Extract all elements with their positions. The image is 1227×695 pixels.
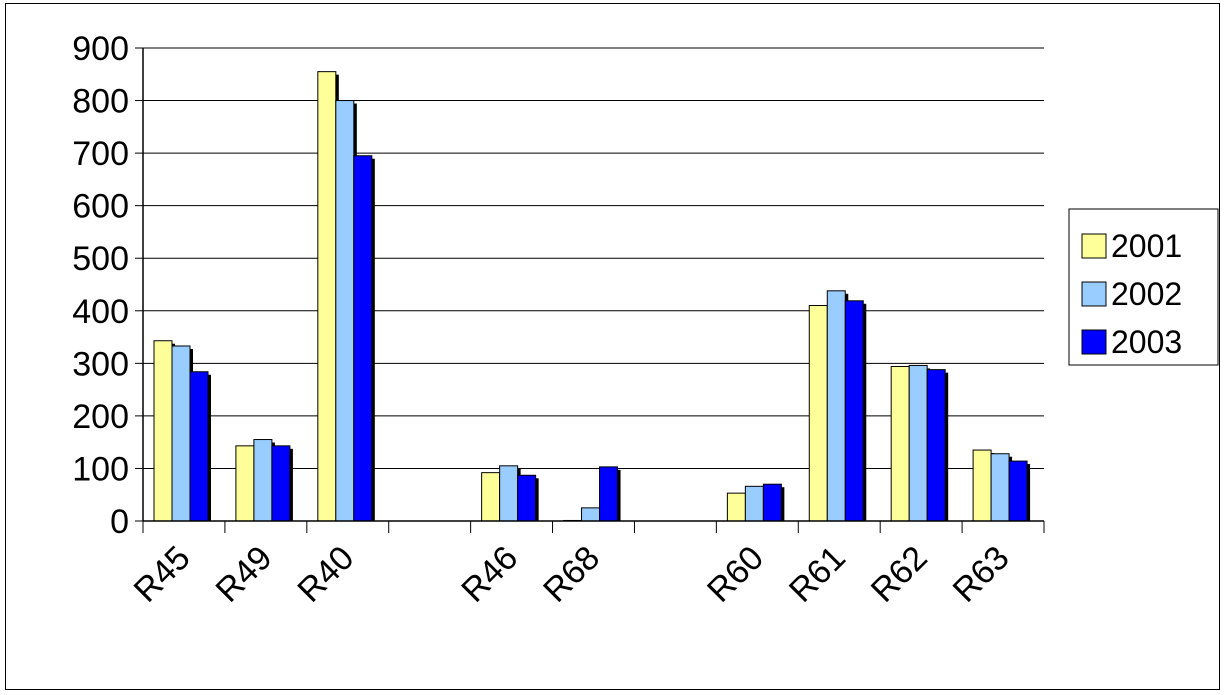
bar-2002-R62 [908,364,928,522]
x-tick-label: R49 [209,539,280,610]
bar-2003-R61 [844,300,864,522]
bar-2003-R68 [599,466,619,522]
bar-2001-R62 [890,365,910,522]
bar-2001-R40 [317,71,337,522]
y-tick-label: 200 [72,398,129,436]
x-tick-label: R45 [127,539,198,610]
bar-2003-R46 [517,474,537,522]
legend-label-2001: 2001 [1111,228,1182,264]
y-tick-label: 0 [110,503,129,541]
legend-swatch-2001 [1081,233,1107,259]
bar-2001-R63 [972,449,992,522]
bar-2001-R45 [153,340,173,522]
bar-2002-R49 [253,439,273,522]
legend-swatch-2003 [1081,329,1107,355]
bar-2002-R63 [990,453,1010,522]
bar-2001-R60 [726,492,746,522]
bar-2002-R40 [335,100,355,522]
x-tick-label: R63 [946,539,1017,610]
bar-2001-R46 [481,472,501,522]
y-tick-label: 800 [72,83,129,121]
x-tick-label: R60 [700,539,771,610]
legend: 2001 2002 2003 [1068,208,1219,366]
legend-label-2002: 2002 [1111,276,1182,312]
bar-2001-R61 [808,305,828,522]
y-tick-label: 900 [72,30,129,68]
x-tick-label: R68 [536,539,607,610]
x-tick-label: R62 [864,539,935,610]
bar-2003-R45 [189,371,209,522]
y-tick-label: 700 [72,135,129,173]
y-tick-label: 100 [72,450,129,488]
bar-2003-R62 [926,369,946,522]
bar-2003-R40 [353,155,373,522]
x-tick-label: R61 [782,539,853,610]
bar-2001-R49 [235,445,255,522]
bars [153,71,1031,522]
y-tick-label: 500 [72,240,129,278]
bar-2003-R49 [271,445,291,522]
chart-frame [5,3,1220,690]
y-tick-label: 600 [72,188,129,226]
bar-2002-R68 [581,507,601,522]
x-tick-label: R46 [454,539,525,610]
bar-2003-R63 [1008,460,1028,522]
legend-label-2003: 2003 [1111,324,1182,360]
legend-swatch-2002 [1081,281,1107,307]
x-tick-label: R40 [290,539,361,610]
bar-2002-R61 [826,290,846,522]
bar-2002-R45 [171,345,191,522]
bar-2003-R60 [762,483,782,522]
y-tick-label: 300 [72,345,129,383]
y-tick-label: 400 [72,293,129,331]
bar-2002-R60 [744,485,764,522]
axes: 0 100 200 300 400 500 600 700 800 900 R45 R49 R40 R46… [72,30,1045,610]
bar-2002-R46 [499,465,519,522]
